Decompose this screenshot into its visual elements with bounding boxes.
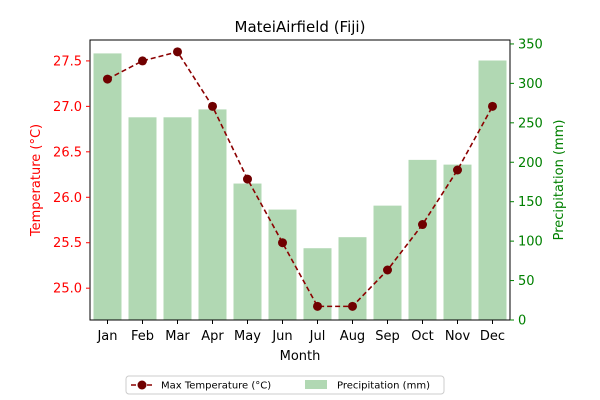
temperature-point-nov bbox=[453, 165, 462, 175]
x-tick-label: Jan bbox=[96, 329, 117, 344]
temperature-line bbox=[107, 50, 494, 308]
legend-marker bbox=[137, 380, 147, 390]
x-tick-label: Nov bbox=[445, 329, 471, 344]
chart-title: MateiAirfield (Fiji) bbox=[235, 18, 366, 36]
legend-bar-swatch bbox=[305, 380, 327, 389]
x-axis-label: Month bbox=[280, 349, 321, 364]
y-right-tick-label: 50 bbox=[518, 274, 535, 289]
y-right-tick-label: 100 bbox=[518, 235, 543, 250]
line-series bbox=[103, 47, 497, 311]
bar-sep bbox=[373, 205, 402, 320]
y-right-tick-label: 250 bbox=[518, 116, 543, 131]
temperature-point-dec bbox=[488, 101, 497, 111]
temperature-point-jan bbox=[103, 74, 112, 84]
temperature-point-aug bbox=[348, 301, 357, 311]
bar-mar bbox=[163, 117, 192, 320]
bar-nov bbox=[443, 164, 472, 320]
legend-label-temperature: Max Temperature (°C) bbox=[161, 381, 271, 392]
bar-jan bbox=[93, 53, 122, 321]
bar-dec bbox=[478, 60, 507, 320]
x-tick-label: Aug bbox=[340, 329, 365, 344]
bar-may bbox=[233, 183, 262, 320]
y-right-tick-label: 300 bbox=[518, 77, 543, 92]
legend-box bbox=[125, 375, 445, 395]
temperature-point-mar bbox=[173, 47, 182, 57]
bar-jun bbox=[268, 209, 297, 320]
y-left-tick-label: 25.5 bbox=[53, 236, 82, 251]
legend: Max Temperature (°C) Precipitation (mm) bbox=[125, 375, 445, 395]
x-tick-label: May bbox=[234, 329, 261, 344]
bar-series bbox=[93, 53, 507, 321]
bar-feb bbox=[128, 117, 157, 320]
x-tick-label: Feb bbox=[131, 329, 154, 344]
temperature-point-jun bbox=[278, 238, 287, 248]
y-right-axis-label: Precipitation (mm) bbox=[552, 120, 567, 241]
temperature-point-feb bbox=[138, 56, 147, 66]
plot-frame bbox=[89, 39, 511, 321]
y-right-tick-label: 150 bbox=[518, 195, 543, 210]
temperature-point-sep bbox=[383, 265, 392, 275]
x-tick-label: Apr bbox=[201, 329, 224, 344]
legend-label-precipitation: Precipitation (mm) bbox=[337, 381, 430, 392]
x-tick-label: Jul bbox=[309, 329, 326, 344]
x-tick-label: Dec bbox=[480, 329, 505, 344]
temperature-point-oct bbox=[418, 220, 427, 230]
x-tick-label: Jun bbox=[271, 329, 292, 344]
temperature-point-may bbox=[243, 174, 252, 184]
y-left-tick-label: 25.0 bbox=[53, 282, 82, 297]
y-right-tick-label: 200 bbox=[518, 156, 543, 171]
x-tick-label: Sep bbox=[375, 329, 400, 344]
temperature-point-jul bbox=[313, 301, 322, 311]
y-left-tick-label: 27.5 bbox=[53, 54, 82, 69]
bar-apr bbox=[198, 109, 227, 320]
temperature-point-apr bbox=[208, 101, 217, 111]
y-right-tick-label: 350 bbox=[518, 37, 543, 52]
y-left-axis-label: Temperature (°C) bbox=[29, 124, 44, 237]
y-left-tick-label: 26.5 bbox=[53, 145, 82, 160]
bar-oct bbox=[408, 159, 437, 320]
y-left-tick-label: 26.0 bbox=[53, 191, 82, 206]
y-right-tick-label: 0 bbox=[518, 314, 526, 329]
y-left-tick-label: 27.0 bbox=[53, 100, 82, 115]
x-tick-label: Oct bbox=[411, 329, 433, 344]
x-tick-label: Mar bbox=[165, 329, 190, 344]
axes: Jan Feb Mar Apr May Jun Jul Aug Sep Oct Nov Dec 25.0… bbox=[53, 37, 543, 344]
